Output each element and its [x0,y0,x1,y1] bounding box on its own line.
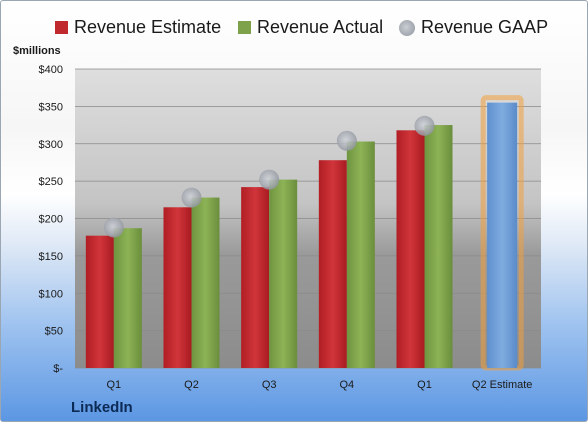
bar-revenue-actual [191,197,220,368]
legend-label-revenue-gaap: Revenue GAAP [421,17,549,37]
point-revenue-gaap [414,115,435,136]
point-revenue-gaap [181,187,202,208]
legend-item-revenue-estimate: Revenue Estimate [55,17,221,38]
x-tick-label: Q2 [184,379,199,391]
y-tick-label: $50 [45,326,63,338]
x-tick-label: Q1 [106,379,121,391]
legend-label-revenue-estimate: Revenue Estimate [74,17,222,37]
x-tick-label: Q3 [262,379,277,391]
legend-item-revenue-gaap: Revenue GAAP [399,17,548,38]
y-tick-label: $150 [39,251,63,263]
x-tick-label: Q4 [339,379,354,391]
y-tick-label: $200 [39,214,63,226]
bar-revenue-estimate [163,207,192,368]
bar-revenue-estimate [318,160,347,368]
bar-revenue-estimate [241,187,270,368]
bar-q2-estimate [487,102,518,368]
legend-label-revenue-actual: Revenue Actual [257,17,384,37]
bar-revenue-actual [424,125,453,368]
y-tick-label: $- [53,363,63,375]
point-revenue-gaap [103,217,124,238]
x-tick-label: Q1 [417,379,432,391]
chart-legend: Revenue Estimate Revenue Actual Revenue … [1,17,587,41]
legend-swatch-revenue-actual [238,21,251,34]
y-tick-label: $400 [39,64,63,76]
bar-revenue-estimate [85,235,114,368]
y-axis-label: $millions [13,45,61,57]
x-tick-label: Q2 Estimate [472,379,533,391]
y-tick-label: $350 [39,101,63,113]
y-tick-label: $100 [39,288,63,300]
legend-marker-revenue-gaap [399,19,415,36]
y-tick-label: $300 [39,139,63,151]
bar-revenue-actual [346,141,375,368]
point-revenue-gaap [336,130,357,151]
bar-revenue-estimate [396,130,425,368]
bar-revenue-actual [113,228,142,368]
bar-revenue-actual [269,179,298,368]
legend-swatch-revenue-estimate [55,21,68,34]
y-tick-label: $250 [39,176,63,188]
legend-item-revenue-actual: Revenue Actual [238,17,383,38]
point-revenue-gaap [259,169,280,190]
brand-label: LinkedIn [71,399,133,416]
